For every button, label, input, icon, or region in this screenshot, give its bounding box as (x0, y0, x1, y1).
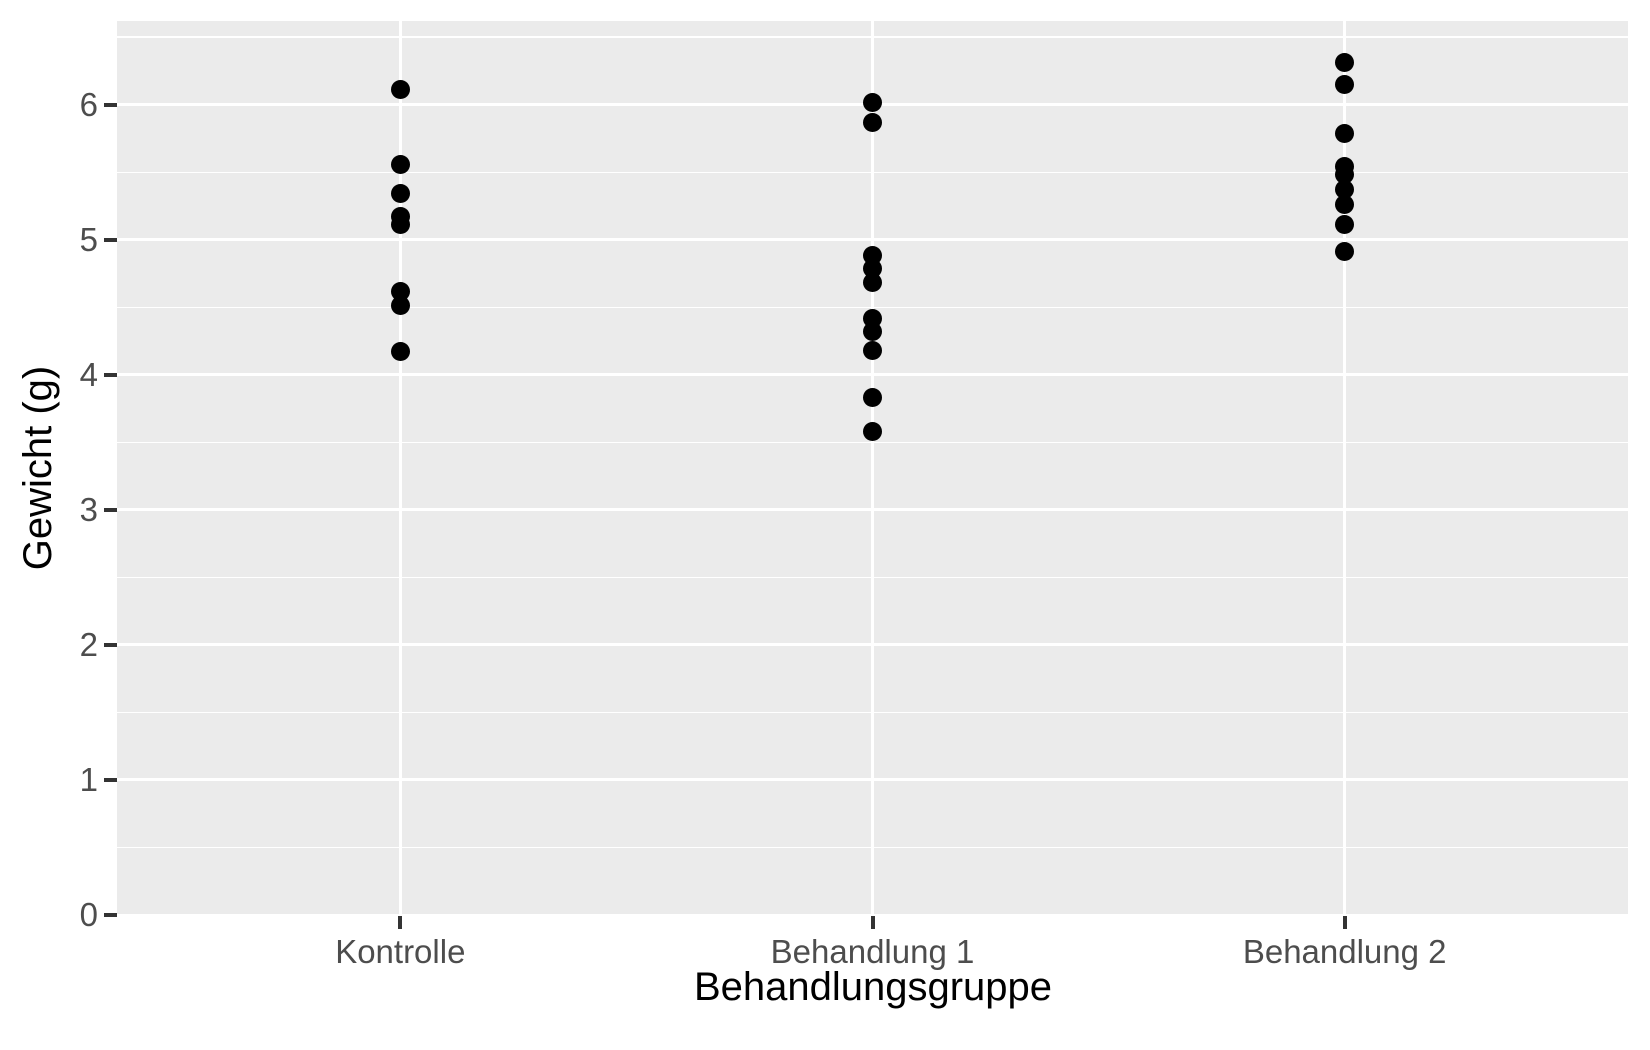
x-tick-label: Behandlung 1 (770, 933, 975, 970)
y-tick-label: 2 (79, 625, 98, 663)
x-axis-title: Behandlungsgruppe (693, 965, 1053, 1009)
data-point (1335, 215, 1355, 235)
y-tick-label: 1 (79, 760, 98, 798)
data-point (863, 322, 882, 342)
x-tick-mark (1342, 916, 1347, 929)
data-point (863, 92, 882, 112)
data-point (863, 422, 882, 442)
data-point (1335, 195, 1355, 215)
data-point (390, 296, 410, 316)
data-point (863, 273, 882, 293)
data-point (863, 112, 882, 132)
y-tick-mark (104, 777, 117, 782)
x-major-gridline (398, 21, 402, 915)
y-tick-label: 6 (79, 85, 98, 123)
y-tick-mark (104, 642, 117, 647)
x-tick-mark (870, 916, 875, 929)
data-point (390, 184, 410, 204)
x-major-gridline (871, 21, 874, 915)
data-point (1335, 123, 1355, 143)
y-tick-mark (104, 237, 117, 242)
data-point (863, 258, 882, 278)
data-point (863, 388, 882, 408)
data-point (1335, 74, 1355, 94)
y-tick-label: 5 (79, 220, 98, 258)
x-major-gridline (1343, 21, 1347, 915)
y-tick-label: 0 (79, 896, 98, 933)
plot-panel (117, 21, 1628, 915)
y-tick-label: 3 (79, 490, 98, 528)
x-tick-label: Behandlung 2 (1242, 933, 1447, 970)
y-tick-mark (104, 507, 117, 512)
data-point (390, 281, 410, 301)
y-tick-mark (104, 102, 117, 107)
y-tick-mark (104, 913, 117, 917)
data-point (1335, 165, 1355, 185)
data-point (390, 215, 410, 235)
y-axis-title: Gewicht (g) (16, 365, 60, 571)
data-point (390, 80, 410, 100)
x-tick-label: Kontrolle (335, 933, 466, 970)
data-point (390, 154, 410, 174)
data-point (863, 341, 882, 360)
y-tick-mark (104, 372, 117, 377)
data-point (1335, 180, 1355, 200)
x-tick-mark (398, 916, 403, 929)
data-point (1335, 53, 1355, 73)
y-tick-label: 4 (79, 355, 98, 393)
data-point (390, 342, 410, 362)
data-point (1335, 242, 1355, 262)
